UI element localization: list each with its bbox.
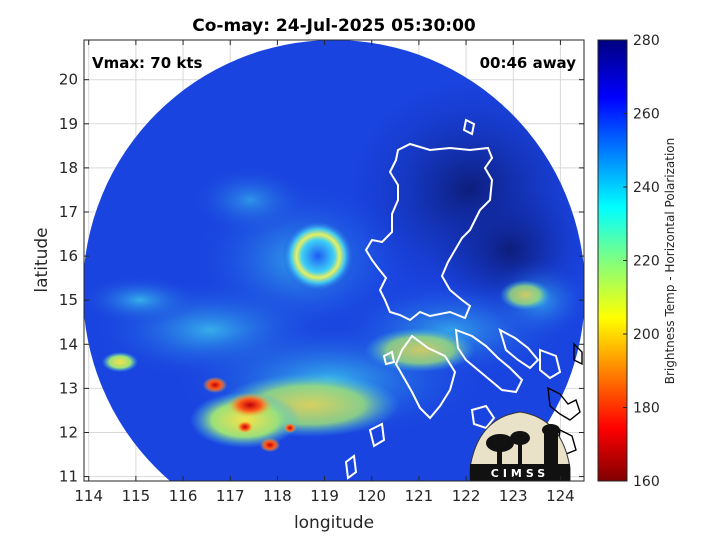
x-tick-label: 120 (357, 487, 386, 505)
y-tick-label: 20 (59, 71, 78, 89)
x-tick-label: 114 (74, 487, 103, 505)
colorbar-tick-label: 220 (633, 254, 660, 270)
plot-frame (83, 39, 585, 482)
colorbar-label: Brightness Temp - Horizontal Polarizatio… (663, 138, 677, 385)
y-tick-label: 14 (59, 335, 78, 353)
y-tick-label: 18 (59, 159, 78, 177)
y-tick-label: 11 (59, 468, 78, 486)
time-away-annotation: 00:46 away (480, 54, 577, 72)
y-tick-label: 19 (59, 115, 78, 133)
x-tick-label: 121 (405, 487, 434, 505)
colorbar-tick-label: 280 (633, 33, 660, 49)
y-tick-label: 15 (59, 291, 78, 309)
x-tick-label: 122 (452, 487, 481, 505)
colorbar-tick-label: 200 (633, 327, 660, 343)
x-tick-label: 116 (169, 487, 198, 505)
colorbar-tick-label: 180 (633, 401, 660, 417)
y-tick-label: 12 (59, 423, 78, 441)
coastline (344, 118, 562, 480)
chart-title: Co-may: 24-Jul-2025 05:30:00 (192, 16, 476, 36)
vmax-annotation: Vmax: 70 kts (92, 54, 202, 72)
logo-text: CIMSS (491, 467, 549, 480)
y-tick-label: 17 (59, 203, 78, 221)
x-axis: 114 115 116 117 118 119 120 121 122 123 124 (74, 40, 575, 505)
y-tick-label: 16 (59, 247, 78, 265)
x-tick-label: 124 (546, 487, 575, 505)
x-axis-label: longitude (294, 513, 374, 533)
cimss-logo: CIMSS (469, 411, 571, 482)
x-tick-label: 123 (499, 487, 528, 505)
x-tick-label: 118 (263, 487, 292, 505)
y-axis: 11 12 13 14 15 16 17 18 19 20 (59, 71, 584, 486)
y-tick-label: 13 (59, 379, 78, 397)
x-tick-label: 117 (216, 487, 245, 505)
x-tick-label: 115 (122, 487, 151, 505)
colorbar-tick-label: 240 (633, 180, 660, 196)
colorbar-tick-label: 160 (633, 474, 660, 490)
y-axis-label: latitude (32, 227, 52, 292)
x-tick-label: 119 (310, 487, 339, 505)
colorbar-tick-label: 260 (633, 107, 660, 123)
colorbar (597, 39, 628, 482)
brightness-temperature-swath (84, 40, 584, 481)
colorbar-ticks: 160 180 200 220 240 260 280 (623, 33, 660, 490)
